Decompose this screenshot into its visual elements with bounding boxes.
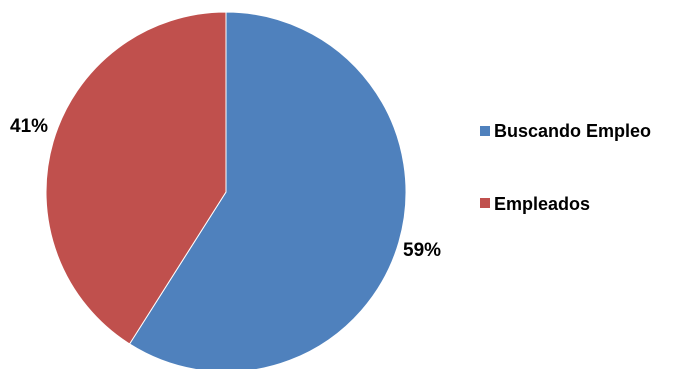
data-label-empleados: 41%	[10, 116, 48, 137]
legend-label-buscando-empleo: Buscando Empleo	[494, 121, 651, 141]
pie-slice-buscando-empleo	[128, 11, 407, 369]
pie-slices	[45, 11, 407, 369]
legend-swatch-empleados	[480, 198, 490, 208]
legend: Buscando Empleo Empleados	[480, 121, 651, 214]
data-label-buscando-empleo: 59%	[403, 240, 441, 261]
pie-slice-empleados	[45, 11, 227, 345]
legend-label-empleados: Empleados	[494, 194, 590, 214]
legend-swatch-buscando-empleo	[480, 126, 490, 136]
